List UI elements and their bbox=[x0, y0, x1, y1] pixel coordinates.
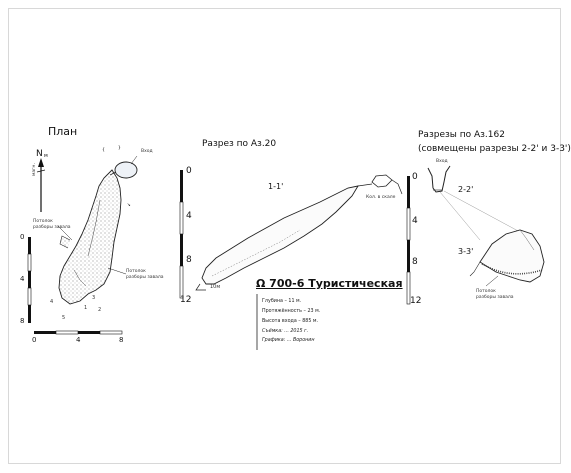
section1-entrance-note: Кол. в скале bbox=[366, 195, 396, 200]
plan-debris1-label-b: разборы завала bbox=[33, 225, 71, 230]
section2-tick: 8 bbox=[412, 257, 418, 267]
plan-vscale-tick: 0 bbox=[20, 233, 25, 241]
north-sub-label: м bbox=[44, 153, 48, 159]
plan-cave-outline bbox=[58, 169, 122, 305]
section3-chamber bbox=[479, 229, 545, 283]
plan-hscale-tick: 8 bbox=[119, 336, 124, 344]
plan-title: План bbox=[48, 125, 78, 138]
section2-entrance-label: Вход bbox=[436, 159, 448, 164]
plan-mark-1: 1 bbox=[84, 305, 88, 311]
section1-tick: 12 bbox=[180, 295, 192, 305]
section2-title: Разрезы по Аз.162 bbox=[418, 130, 505, 140]
section1-depth-note: 10м bbox=[210, 284, 221, 290]
section1-title: Разрез по Аз.20 bbox=[202, 139, 277, 149]
plan-debris1-label-a: Потолок bbox=[33, 219, 53, 224]
section1-scale bbox=[179, 170, 184, 299]
plan-mark-4: 4 bbox=[50, 299, 54, 305]
north-label: N bbox=[36, 149, 43, 159]
plan-horizontal-scale bbox=[34, 330, 123, 335]
plan-debris2-label-b: разборы завала bbox=[126, 275, 164, 280]
cave-info-line: Съёмка: ... 2015 г. bbox=[262, 329, 309, 334]
north-arrow-icon bbox=[36, 158, 46, 212]
section2-subtitle: (совмещены разрезы 2-2' и 3-3') bbox=[418, 144, 571, 154]
section2-label-a: 2-2' bbox=[458, 185, 474, 194]
section1-tick: 8 bbox=[186, 255, 192, 265]
section2-tick: 12 bbox=[410, 296, 422, 306]
section2-scale bbox=[406, 176, 411, 305]
plan-entrance-shaft bbox=[114, 161, 138, 179]
plan-mark-5: 5 bbox=[62, 315, 66, 321]
cave-info-line: Протяжённость – 23 м. bbox=[262, 309, 321, 314]
section2-debris-label-b: разборы завала bbox=[476, 295, 514, 300]
section2-shaft bbox=[427, 165, 451, 193]
plan-vscale-tick: 4 bbox=[20, 275, 25, 283]
section2-debris-label-a: Потолок bbox=[476, 289, 496, 294]
cave-info-line: Высота входа – 885 м. bbox=[262, 319, 319, 324]
plan-mark-2: 2 bbox=[98, 307, 102, 313]
section2-tick: 0 bbox=[412, 172, 418, 182]
plan-vscale-tick: 8 bbox=[20, 317, 25, 325]
section1-label: 1-1' bbox=[268, 182, 284, 191]
plan-hscale-tick: 0 bbox=[32, 336, 37, 344]
cave-info-line: Графика: ... Воронин bbox=[262, 338, 315, 343]
plan-mark: ↘ bbox=[127, 203, 131, 208]
section2-view bbox=[406, 165, 545, 305]
section2-tick: 4 bbox=[412, 216, 418, 226]
cave-title: Ω 700-6 Туристическая bbox=[256, 277, 403, 290]
plan-debris2-label-a: Потолок bbox=[126, 269, 146, 274]
plan-view: { } ↘ bbox=[27, 145, 138, 335]
section1-tick: 0 bbox=[186, 166, 192, 176]
plan-mark: } bbox=[118, 145, 121, 151]
plan-mark: { bbox=[102, 147, 105, 153]
plan-entrance-label: Вход bbox=[141, 149, 153, 154]
section1-tick: 4 bbox=[186, 211, 192, 221]
magnetic-label: магн. bbox=[32, 163, 37, 176]
section1-view bbox=[179, 170, 403, 299]
plan-vertical-scale bbox=[27, 237, 32, 323]
section1-profile bbox=[201, 185, 359, 285]
cave-info-line: Глубина – 11 м. bbox=[262, 299, 302, 304]
plan-mark-3: 3 bbox=[92, 295, 96, 301]
section2-label-b: 3-3' bbox=[458, 247, 474, 256]
plan-hscale-tick: 4 bbox=[76, 336, 81, 344]
